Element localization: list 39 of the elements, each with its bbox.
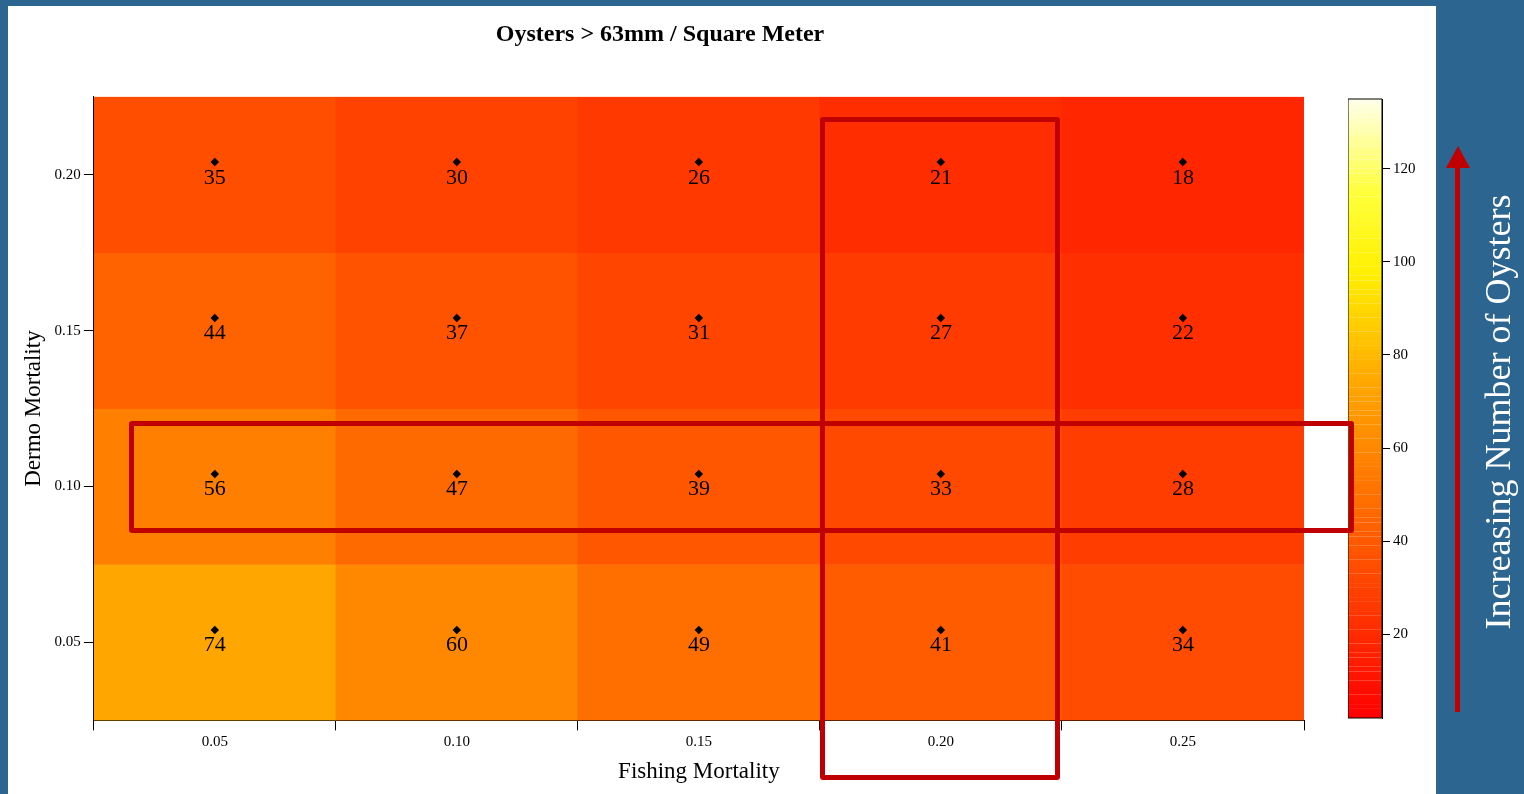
y-tick-label: 0.20 xyxy=(54,165,81,182)
y-tick-label: 0.10 xyxy=(54,477,81,494)
y-axis-title: Dermo Mortality xyxy=(19,329,45,487)
data-label: 27 xyxy=(929,319,952,345)
data-label: 49 xyxy=(687,631,710,657)
data-label: 21 xyxy=(929,163,952,189)
y-tick-label: 0.05 xyxy=(54,633,81,650)
data-label: 26 xyxy=(687,163,710,189)
data-label: 34 xyxy=(1171,631,1194,657)
color-bar-label: 80 xyxy=(1393,345,1408,362)
data-label: 41 xyxy=(929,631,952,657)
data-label: 22 xyxy=(1171,319,1194,345)
data-label: 30 xyxy=(445,163,468,189)
data-label: 35 xyxy=(203,163,226,189)
color-bar-label: 60 xyxy=(1393,438,1408,455)
data-label: 18 xyxy=(1171,163,1194,189)
data-label: 33 xyxy=(929,475,952,501)
chart-title: Oysters > 63mm / Square Meter xyxy=(495,19,825,46)
data-label: 47 xyxy=(445,475,468,501)
color-bar-label: 20 xyxy=(1393,624,1408,641)
data-label: 56 xyxy=(203,475,226,501)
x-tick-label: 0.05 xyxy=(201,733,228,750)
data-label: 39 xyxy=(687,475,710,501)
data-label: 60 xyxy=(445,631,468,657)
text: Increasing Number of Oysters xyxy=(1477,194,1519,630)
y-tick-label: 0.15 xyxy=(54,321,81,338)
color-bar-label: 40 xyxy=(1393,531,1408,548)
x-axis-title: Fishing Mortality xyxy=(618,758,781,784)
data-label: 28 xyxy=(1171,475,1194,501)
data-label: 74 xyxy=(203,631,226,657)
data-label: 44 xyxy=(203,319,226,345)
x-tick-label: 0.20 xyxy=(927,733,955,750)
color-bar-label: 100 xyxy=(1393,252,1416,269)
data-label: 37 xyxy=(445,319,468,345)
x-tick-label: 0.25 xyxy=(1169,733,1197,750)
x-tick-label: 0.10 xyxy=(443,733,471,750)
data-label: 31 xyxy=(687,319,710,345)
color-bar-label: 120 xyxy=(1393,159,1416,176)
x-tick-label: 0.15 xyxy=(685,733,713,750)
